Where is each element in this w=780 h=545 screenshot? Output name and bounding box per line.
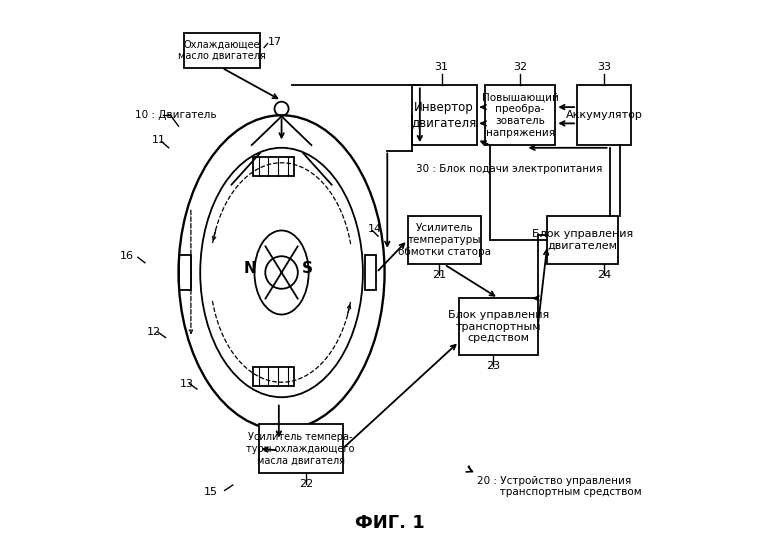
Text: 16: 16 (120, 251, 134, 261)
Bar (548, 216, 618, 264)
Text: 31: 31 (434, 62, 448, 72)
Text: Усилитель
температуры
обмотки статора: Усилитель температуры обмотки статора (398, 223, 491, 257)
Text: 10 : Двигатель: 10 : Двигатель (135, 110, 217, 120)
Text: Инвертор
двигателя: Инвертор двигателя (412, 101, 477, 129)
Text: Усилитель темпера-
туры охлаждающего
масла двигателя: Усилитель темпера- туры охлаждающего мас… (246, 432, 355, 465)
Text: 22: 22 (299, 479, 313, 489)
Bar (258, 425, 342, 473)
Bar (253, 158, 294, 176)
Bar (253, 367, 294, 386)
Text: 13: 13 (179, 379, 193, 389)
Text: 24: 24 (597, 270, 612, 280)
Text: N: N (243, 261, 257, 276)
Text: 15: 15 (204, 487, 218, 497)
Text: Блок управления
двигателем: Блок управления двигателем (532, 229, 633, 251)
Bar (364, 255, 377, 290)
Bar (184, 33, 260, 68)
Bar (412, 86, 477, 145)
Text: 23: 23 (486, 361, 500, 371)
Text: Охлаждающее
масло двигателя: Охлаждающее масло двигателя (178, 39, 266, 61)
Text: 30 : Блок подачи электропитания: 30 : Блок подачи электропитания (416, 165, 602, 174)
Text: S: S (302, 261, 313, 276)
Text: 32: 32 (513, 62, 527, 72)
Bar (459, 298, 537, 355)
Text: Аккумулятор: Аккумулятор (566, 110, 643, 120)
Bar (408, 216, 480, 264)
Text: 21: 21 (432, 270, 446, 280)
Bar (485, 86, 555, 145)
Text: 12: 12 (147, 327, 161, 337)
Bar (179, 255, 191, 290)
Text: ФИГ. 1: ФИГ. 1 (355, 514, 425, 532)
Text: Блок управления
транспортным
средством: Блок управления транспортным средством (448, 310, 549, 343)
Text: 14: 14 (368, 224, 382, 234)
Bar (577, 86, 631, 145)
Text: 11: 11 (151, 135, 165, 144)
Bar (272, 440, 285, 450)
Text: Повышающий
преобра-
зователь
напряжения: Повышающий преобра- зователь напряжения (482, 93, 558, 138)
Text: 17: 17 (268, 37, 282, 47)
Text: 33: 33 (597, 62, 612, 72)
Text: 20 : Устройство управления
       транспортным средством: 20 : Устройство управления транспортным … (477, 476, 641, 498)
